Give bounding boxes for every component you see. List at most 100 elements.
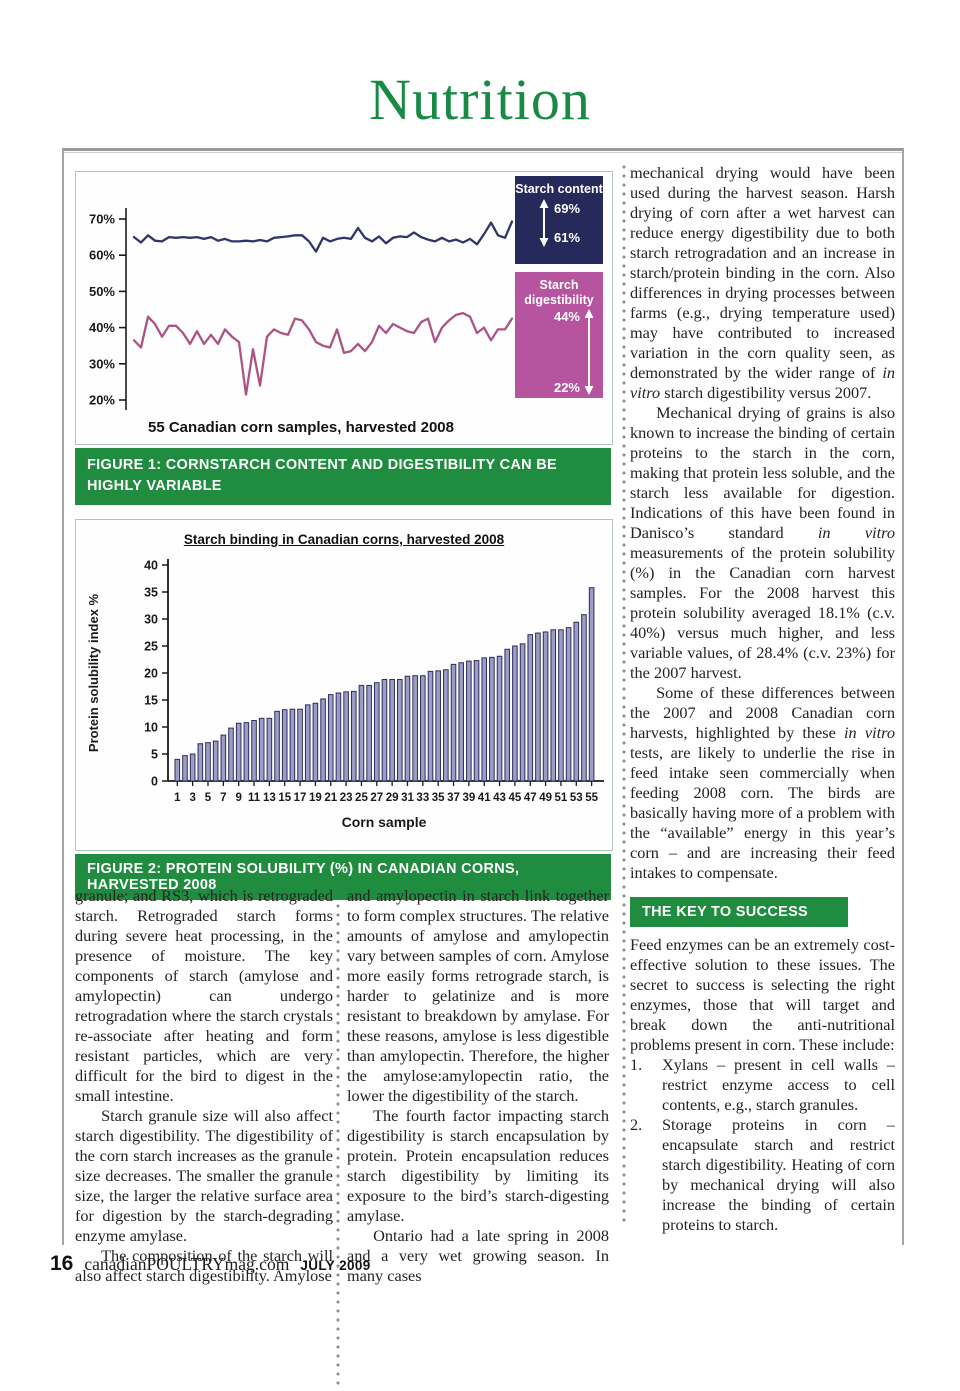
paragraph-text: starch digestibility versus 2007. xyxy=(660,383,872,402)
content-frame: 70% 60% 50% 40% 30% 20% Starch content 69% 61… xyxy=(62,148,904,1386)
paragraph: and amylopectin in starch link together … xyxy=(347,886,609,1105)
svg-text:29: 29 xyxy=(386,792,399,804)
starch-digestibility-max: 44% xyxy=(553,309,580,324)
figure2-box: Starch binding in Canadian corns, harves… xyxy=(75,519,613,851)
italic-term: in vitro xyxy=(630,363,895,402)
paragraph: Feed enzymes can be an extremely cost-ef… xyxy=(630,935,895,1054)
svg-text:47: 47 xyxy=(524,792,537,804)
svg-text:1: 1 xyxy=(174,792,181,804)
list-item-text: Xylans – present in cell walls – restric… xyxy=(662,1055,895,1114)
svg-text:50%: 50% xyxy=(89,284,115,299)
svg-text:30: 30 xyxy=(144,613,158,627)
paragraph-text: mechanical drying would have been used d… xyxy=(630,163,895,382)
list-item-text: Storage proteins in corn – encapsulate s… xyxy=(662,1115,895,1234)
legend-starch-content: Starch content 69% 61% xyxy=(515,176,603,264)
italic-term: in vitro xyxy=(817,523,895,542)
legend-starch-digestibility-title: Starch digestibility xyxy=(524,278,594,307)
svg-text:9: 9 xyxy=(235,792,241,804)
svg-text:43: 43 xyxy=(493,792,506,804)
figure1-line-chart: 70% 60% 50% 40% 30% 20% xyxy=(89,208,514,410)
svg-text:60%: 60% xyxy=(89,248,115,263)
anti-nutritional-list: 1. Xylans – present in cell walls – rest… xyxy=(630,1055,895,1235)
svg-text:35: 35 xyxy=(144,586,158,600)
masthead: Nutrition xyxy=(0,70,960,130)
paragraph: The fourth factor impacting starch diges… xyxy=(347,1106,609,1225)
paragraph: Ontario had a late spring in 2008 and a … xyxy=(347,1226,609,1285)
svg-text:41: 41 xyxy=(478,792,491,804)
svg-text:5: 5 xyxy=(151,748,158,762)
starch-content-max: 69% xyxy=(553,201,581,216)
svg-text:19: 19 xyxy=(309,792,322,804)
legend-starch-digestibility: Starch digestibility 44% 22% xyxy=(515,272,603,398)
figures-column: 70% 60% 50% 40% 30% 20% Starch content 69% 61… xyxy=(75,171,613,900)
paragraph-text: tests, are likely to underlie the rise i… xyxy=(630,743,895,882)
svg-text:40%: 40% xyxy=(89,320,115,335)
figure2-title: Starch binding in Canadian corns, harves… xyxy=(183,532,505,547)
svg-text:45: 45 xyxy=(509,792,522,804)
italic-term: in vitro xyxy=(844,723,895,742)
paragraph-text: Some of these differences between the 20… xyxy=(630,683,895,742)
svg-text:20%: 20% xyxy=(89,393,115,408)
svg-text:70%: 70% xyxy=(89,212,115,227)
svg-text:35: 35 xyxy=(432,792,445,804)
legend-starch-content-title: Starch content xyxy=(515,182,603,196)
svg-text:27: 27 xyxy=(370,792,383,804)
starch-content-min: 61% xyxy=(553,230,581,245)
paragraph: Starch granule size will also affect sta… xyxy=(75,1106,333,1245)
svg-text:33: 33 xyxy=(416,792,429,804)
page-footer: 16 canadianPOULTRYmag.com JULY 2009 xyxy=(50,1252,371,1276)
svg-text:55: 55 xyxy=(585,792,598,804)
svg-text:21: 21 xyxy=(324,792,337,804)
list-item: 1. Xylans – present in cell walls – rest… xyxy=(630,1055,895,1115)
svg-text:13: 13 xyxy=(263,792,276,804)
magazine-site: canadianPOULTRYmag.com xyxy=(84,1254,290,1274)
svg-text:Protein solubility index %: Protein solubility index % xyxy=(86,593,101,752)
paragraph: Mechanical drying of grains is also know… xyxy=(630,403,895,683)
figure1-banner: FIGURE 1: CORNSTARCH CONTENT AND DIGESTI… xyxy=(75,448,611,505)
svg-text:37: 37 xyxy=(447,792,460,804)
bottom-middle-column: and amylopectin in starch link together … xyxy=(347,886,609,1391)
svg-text:0: 0 xyxy=(151,775,158,789)
svg-text:51: 51 xyxy=(555,792,568,804)
svg-text:10: 10 xyxy=(144,721,158,735)
svg-text:7: 7 xyxy=(220,792,226,804)
svg-text:15: 15 xyxy=(278,792,291,804)
bottom-left-column: granule; and RS3, which is retrograded s… xyxy=(75,886,333,1391)
svg-text:17: 17 xyxy=(294,792,307,804)
figure2-banner: FIGURE 2: PROTEIN SOLUBILITY (%) IN CANA… xyxy=(75,854,611,900)
page-number: 16 xyxy=(50,1252,74,1275)
paragraph: The composition of the starch will also … xyxy=(75,1246,333,1285)
svg-text:15: 15 xyxy=(144,694,158,708)
svg-text:11: 11 xyxy=(248,792,261,804)
key-to-success-banner: THE KEY TO SUCCESS xyxy=(630,897,848,927)
svg-text:53: 53 xyxy=(570,792,583,804)
svg-text:Corn sample: Corn sample xyxy=(342,814,427,830)
paragraph: granule; and RS3, which is retrograded s… xyxy=(75,886,333,1105)
svg-text:5: 5 xyxy=(205,792,212,804)
svg-text:25: 25 xyxy=(355,792,368,804)
figure1-caption: 55 Canadian corn samples, harvested 2008 xyxy=(148,419,454,436)
svg-text:39: 39 xyxy=(462,792,475,804)
figure1-box: 70% 60% 50% 40% 30% 20% Starch content 69% 61… xyxy=(75,171,613,445)
svg-text:20: 20 xyxy=(144,667,158,681)
list-number: 2. xyxy=(630,1115,643,1134)
right-column: mechanical drying would have been used d… xyxy=(630,163,895,1235)
column-divider-main xyxy=(622,165,626,1227)
list-number: 1. xyxy=(630,1055,643,1074)
starch-digestibility-min: 22% xyxy=(553,380,580,395)
svg-text:23: 23 xyxy=(340,792,353,804)
svg-text:31: 31 xyxy=(401,792,414,804)
issue-date: JULY 2009 xyxy=(300,1258,371,1273)
svg-text:25: 25 xyxy=(144,640,158,654)
column-divider-bottom xyxy=(336,886,340,1386)
svg-text:30%: 30% xyxy=(89,356,115,371)
svg-text:40: 40 xyxy=(144,559,158,573)
svg-text:49: 49 xyxy=(539,792,552,804)
svg-text:3: 3 xyxy=(189,792,195,804)
paragraph: mechanical drying would have been used d… xyxy=(630,163,895,403)
paragraph-text: measurements of the protein solubility (… xyxy=(630,543,895,682)
paragraph: Some of these differences between the 20… xyxy=(630,683,895,883)
paragraph-text: Mechanical drying of grains is also know… xyxy=(630,403,895,542)
up-down-arrow-icon xyxy=(539,199,549,247)
